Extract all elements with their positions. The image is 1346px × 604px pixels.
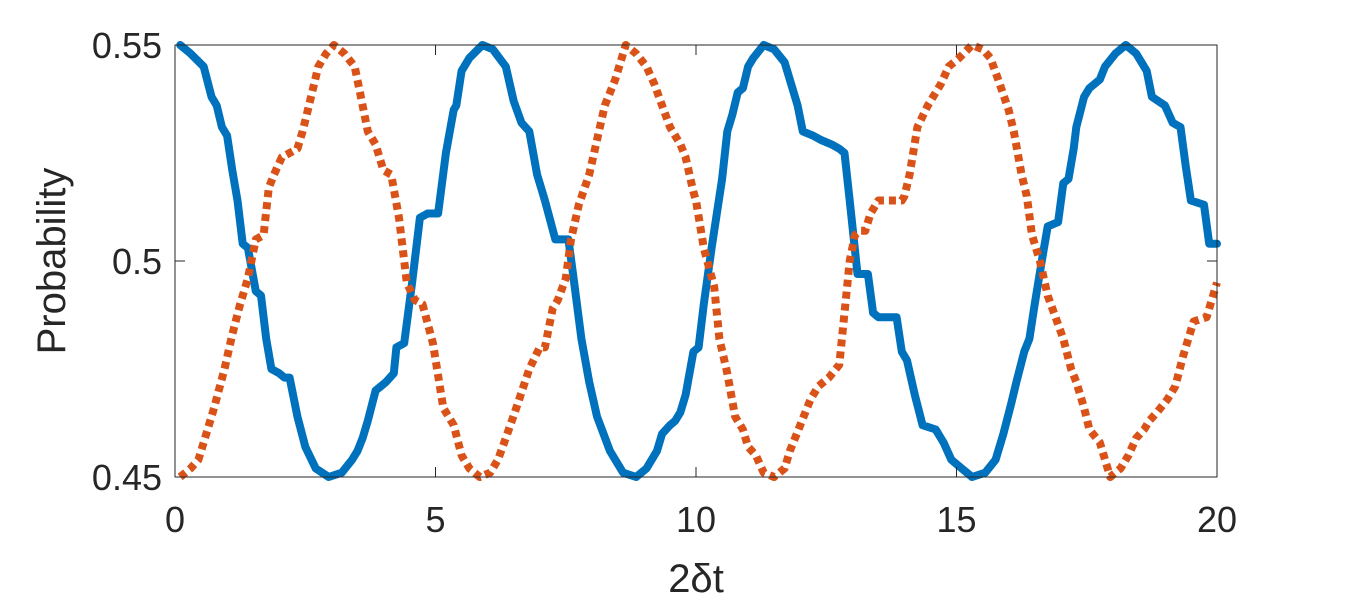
y-tick-label: 0.5 — [112, 241, 162, 282]
x-tick-label: 5 — [425, 499, 445, 540]
y-axis-label: Probability — [30, 168, 74, 355]
x-tick-label: 15 — [936, 499, 976, 540]
x-tick-label: 0 — [165, 499, 185, 540]
axes-layer — [174, 44, 1218, 478]
plot-area — [175, 45, 1217, 477]
series-layer — [176, 41, 1221, 481]
series-line-2 — [177, 41, 1221, 481]
x-tick-label: 10 — [676, 499, 716, 540]
y-tick-label: 0.55 — [92, 25, 162, 66]
tick-label-layer: 0 5 10 15 20 0.45 0.5 0.55 — [92, 25, 1237, 540]
x-tick-label: 20 — [1197, 499, 1237, 540]
y-tick-label: 0.45 — [92, 457, 162, 498]
x-axis-label: 2δt — [668, 557, 724, 601]
series-line-1 — [176, 41, 1221, 481]
